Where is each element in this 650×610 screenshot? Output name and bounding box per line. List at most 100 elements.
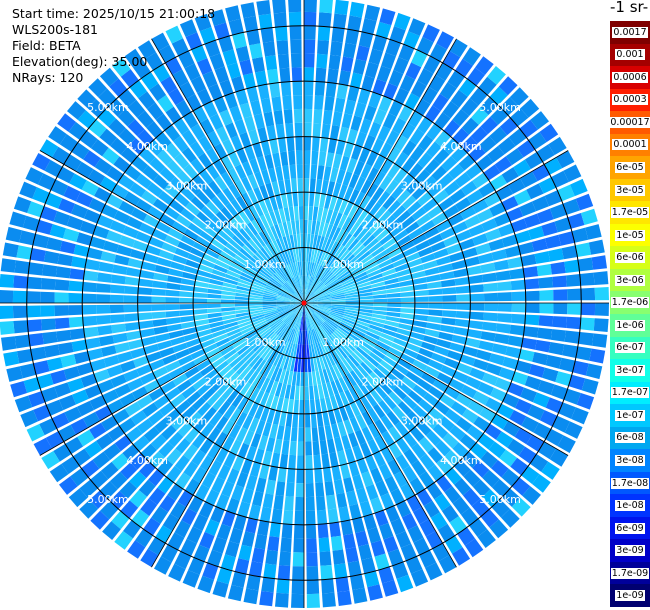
ray-gate <box>280 151 289 167</box>
ray-gate <box>116 244 133 257</box>
ray-gate <box>305 261 308 276</box>
ray-gate <box>189 141 205 158</box>
ray-gate <box>266 282 280 291</box>
ray-gate <box>329 366 338 381</box>
ray-gate <box>335 140 346 156</box>
ray-gate <box>400 240 415 252</box>
ray-gate <box>441 317 456 326</box>
ray-gate <box>229 217 243 231</box>
ray-gate <box>329 286 343 293</box>
ray-gate <box>511 497 531 517</box>
ray-gate <box>291 580 304 595</box>
ray-gate <box>90 358 107 372</box>
ray-gate <box>374 435 388 451</box>
field-label: Field: BETA <box>12 38 81 53</box>
ray-gate <box>322 253 332 267</box>
ray-gate <box>412 405 428 420</box>
ray-gate <box>462 247 478 259</box>
ray-gate <box>268 466 278 481</box>
ray-gate <box>312 136 320 152</box>
elevation-label: Elevation(deg): 35.00 <box>12 54 148 69</box>
ray-gate <box>394 87 409 105</box>
ray-gate <box>426 322 441 331</box>
ray-gate <box>511 218 528 233</box>
ray-gate <box>225 122 238 139</box>
ray-gate <box>327 352 336 367</box>
ray-gate <box>347 238 360 251</box>
ray-gate <box>428 295 443 302</box>
ray-gate <box>292 192 298 207</box>
ray-gate <box>179 304 194 310</box>
ray-gate <box>314 81 326 96</box>
ray-gate <box>50 179 69 196</box>
ray-gate <box>418 347 434 359</box>
ray-gate <box>329 167 339 183</box>
ray-gate <box>388 70 404 87</box>
ray-gate <box>387 459 401 476</box>
ray-gate <box>252 280 266 289</box>
ray-gate <box>209 411 223 427</box>
ray-gate <box>111 453 129 470</box>
ring-label: 2.00km <box>205 219 247 232</box>
ray-gate <box>262 422 272 437</box>
ray-gate <box>304 293 315 303</box>
ray-gate <box>155 333 171 343</box>
ray-gate <box>403 432 418 448</box>
ray-gate <box>466 189 484 205</box>
ray-gate <box>181 147 197 163</box>
ray-gate <box>41 451 60 470</box>
ray-gate <box>465 163 483 180</box>
ray-gate <box>252 491 264 507</box>
ray-gate <box>295 344 300 359</box>
ray-gate <box>260 346 272 360</box>
ray-gate <box>295 303 304 315</box>
ray-gate <box>321 208 329 223</box>
ray-gate <box>81 180 99 196</box>
ray-gate <box>304 289 309 303</box>
ray-gate <box>140 372 156 385</box>
ray-gate <box>279 268 289 281</box>
ray-gate <box>473 416 490 432</box>
ray-gate <box>226 468 240 485</box>
ray-gate <box>334 393 344 409</box>
ray-gate <box>395 437 410 454</box>
ray-gate <box>190 123 206 141</box>
ray-gate <box>264 197 274 213</box>
ray-gate <box>256 0 271 16</box>
ray-gate <box>291 178 298 193</box>
ray-gate <box>298 206 304 220</box>
ray-gate <box>260 97 272 114</box>
ray-gate <box>434 493 451 511</box>
ray-gate <box>368 48 383 65</box>
ray-gate <box>437 263 453 273</box>
ray-gate <box>292 277 299 291</box>
ray-gate <box>200 422 215 438</box>
ray-gate <box>193 314 209 321</box>
ring-label: 1.00km <box>322 258 364 271</box>
ray-gate <box>539 303 554 314</box>
ray-gate <box>130 347 146 359</box>
ray-gate <box>345 29 359 45</box>
ray-gate <box>325 152 335 168</box>
ray-gate <box>373 306 388 311</box>
ray-gate <box>405 556 423 574</box>
ray-gate <box>365 238 379 250</box>
ray-gate <box>212 378 226 392</box>
ray-gate <box>433 345 449 357</box>
ray-gate <box>304 292 314 303</box>
ray-gate <box>280 537 292 553</box>
ray-gate <box>231 571 247 588</box>
ray-gate <box>338 184 348 200</box>
ray-gate <box>222 246 237 258</box>
ray-gate <box>338 377 349 392</box>
ray-gate <box>340 56 354 72</box>
ray-gate <box>418 399 434 414</box>
instrument-label: WLS200s-181 <box>12 22 98 37</box>
ray-gate <box>414 98 431 116</box>
ray-gate <box>242 161 254 177</box>
ray-gate <box>79 479 98 498</box>
ray-gate <box>311 150 319 165</box>
colorbar-tick-label: 6e-05 <box>615 161 645 173</box>
ray-gate <box>181 406 197 421</box>
ray-gate <box>535 339 551 353</box>
